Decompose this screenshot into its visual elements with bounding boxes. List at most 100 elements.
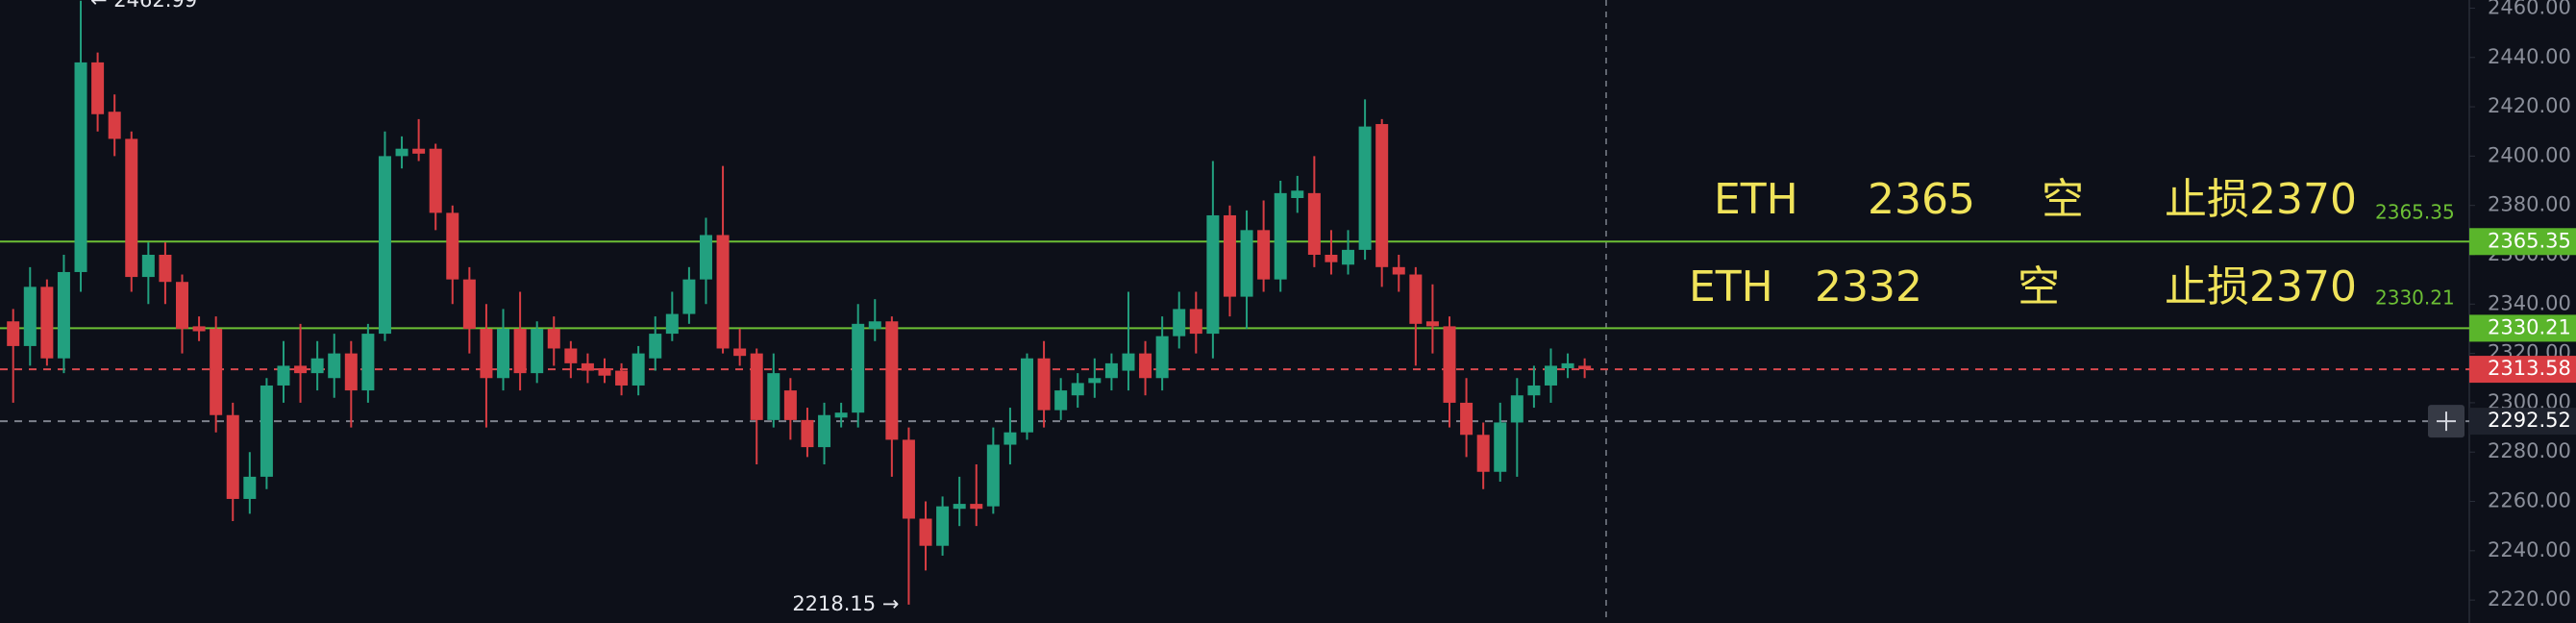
candle-body [7,321,20,346]
y-tick-label: 2400.00 [2488,143,2571,166]
candle-body [801,419,814,448]
candle-body [1358,126,1372,250]
candle-body [125,138,138,278]
y-tick-label: 2440.00 [2488,45,2571,68]
price-level-label: 2365.35 [2488,229,2571,252]
candle-body [141,254,155,278]
candle-body [277,365,290,386]
candle-body [1510,395,1523,423]
candle-body [412,148,426,154]
annotation-text: 空 [2042,175,2084,224]
candle-body [40,287,54,359]
candle-body [1173,309,1186,336]
y-tick-label: 2460.00 [2488,0,2571,18]
candle-body [497,328,510,379]
y-tick-label: 2220.00 [2488,587,2571,611]
candle-body [1544,365,1557,386]
level-note: 2330.21 [2375,287,2455,310]
annotation-text: 空 [2018,262,2060,312]
candle-body [547,328,560,349]
candle-body [1003,432,1017,445]
candle-body [57,271,70,359]
candle-body [429,148,442,213]
candle-body [1291,190,1304,198]
candle-body [1122,353,1135,371]
candle-body [750,353,763,420]
add-icon [2437,411,2456,432]
low-label: 2218.15 → [792,592,899,615]
annotation-text: 止损2370 [2165,262,2357,312]
candle-body [1409,274,1423,324]
candle-body [834,412,848,418]
annotation-text: ETH [1689,262,1773,312]
candle-body [1071,383,1084,396]
candle-body [210,328,223,415]
candle-body [344,353,358,391]
candle-body [294,365,308,374]
candle-body [91,62,105,114]
candle-body [1527,385,1541,396]
candle-body [1155,336,1169,379]
candle-body [462,279,476,329]
candle-body [919,518,932,546]
candle-body [716,235,730,349]
candle-body [953,504,966,510]
candle-body [513,328,527,374]
candle-body [260,385,273,477]
candle-body [446,212,459,280]
candle-body [1206,214,1220,335]
candle-body [328,353,341,379]
annotation-text: ETH [1714,175,1798,224]
candle-body [1561,362,1574,369]
candle-body [783,390,797,420]
candle-body [1037,358,1051,411]
candle-body [1104,362,1118,379]
candle-body [649,334,662,359]
candle-body [1443,326,1456,403]
candle-body [598,368,611,376]
candle-body [818,414,831,448]
candle-body [395,148,409,157]
candle-body [1578,365,1592,370]
candle-body [1274,192,1287,280]
candle-body [1223,214,1236,297]
annotation-text: 2365 [1868,175,1975,224]
candle-body [699,235,712,280]
candle-body [665,313,679,335]
candle-body [1494,422,1507,472]
candle-body [176,282,188,329]
y-tick-label: 2420.00 [2488,94,2571,117]
level-note: 2365.35 [2375,201,2455,224]
candle-body [74,62,87,272]
candle-body [1139,353,1152,379]
candle-body [1088,378,1102,384]
candle-body [615,370,629,386]
candle-body [226,414,239,499]
candle-body [531,328,544,374]
candle-body [868,321,881,329]
candle-body [23,287,37,346]
candle-body [108,112,121,139]
candle-body [1342,249,1355,265]
candle-body [243,476,257,499]
candle-body [1425,321,1439,327]
candle-body [192,326,206,332]
y-tick-label: 2260.00 [2488,489,2571,512]
candle-body [986,444,1000,507]
candle-body [1257,230,1271,280]
candle-body [378,156,391,335]
candle-body [1476,435,1490,472]
candle-body [767,373,780,420]
y-tick-label: 2240.00 [2488,538,2571,561]
candle-body [480,328,493,379]
candle-body [1460,402,1474,436]
candle-body [564,348,578,363]
candle-body [1240,230,1253,297]
price-level-label: 2330.21 [2488,315,2571,338]
candle-body [1054,390,1068,411]
y-tick-label: 2340.00 [2488,291,2571,314]
candle-body [1325,254,1338,262]
candle-body [852,323,865,413]
